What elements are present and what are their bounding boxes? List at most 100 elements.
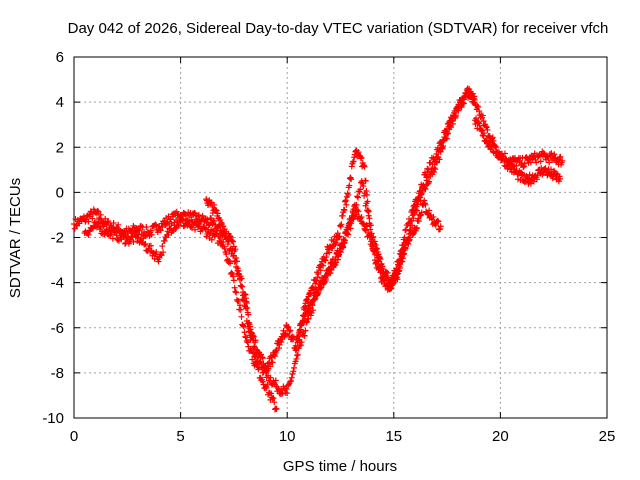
data-point-c bbox=[432, 166, 439, 173]
data-point-d bbox=[297, 329, 304, 336]
data-point-b bbox=[243, 334, 250, 341]
data-point-d bbox=[293, 345, 300, 352]
data-point-c bbox=[342, 197, 349, 204]
data-point-b bbox=[240, 322, 247, 329]
data-point-c bbox=[357, 155, 364, 162]
data-point-main bbox=[357, 186, 364, 193]
y-tick-label: -6 bbox=[51, 320, 64, 337]
data-point-d bbox=[347, 225, 354, 232]
data-point-e bbox=[480, 130, 487, 137]
data-point-c bbox=[332, 239, 339, 246]
data-point-main bbox=[204, 216, 211, 223]
data-point-d bbox=[322, 277, 329, 284]
data-point-main bbox=[475, 103, 482, 110]
data-point-d bbox=[317, 285, 324, 292]
data-point-main bbox=[168, 220, 175, 227]
data-point-b bbox=[142, 240, 149, 247]
data-point-b bbox=[217, 235, 224, 242]
data-point-c bbox=[301, 303, 308, 310]
x-axis-label: GPS time / hours bbox=[283, 458, 397, 475]
data-point-e bbox=[483, 137, 490, 144]
data-point-d bbox=[405, 240, 412, 247]
data-point-c bbox=[217, 216, 224, 223]
data-point-b bbox=[240, 323, 247, 330]
data-point-c bbox=[332, 241, 339, 248]
data-point-b bbox=[85, 231, 92, 238]
data-point-e bbox=[475, 119, 482, 126]
data-point-b bbox=[176, 222, 183, 229]
data-point-d bbox=[363, 223, 370, 230]
x-tick-label: 20 bbox=[492, 428, 509, 445]
data-point-main bbox=[159, 224, 166, 231]
data-point-b bbox=[271, 399, 278, 406]
data-point-c bbox=[203, 196, 210, 203]
data-point-b bbox=[140, 235, 147, 242]
x-tick-label: 0 bbox=[70, 428, 78, 445]
data-point-d bbox=[390, 277, 397, 284]
data-point-main bbox=[551, 151, 558, 158]
data-point-d bbox=[362, 226, 369, 233]
data-point-b bbox=[189, 224, 196, 231]
data-point-d bbox=[378, 265, 385, 272]
data-point-c bbox=[278, 339, 285, 346]
data-point-main bbox=[157, 227, 164, 234]
data-point-c bbox=[334, 230, 341, 237]
data-point-d bbox=[421, 197, 428, 204]
data-point-c bbox=[320, 262, 327, 269]
data-point-d bbox=[355, 208, 362, 215]
data-point-b bbox=[230, 273, 237, 280]
data-point-e bbox=[523, 172, 530, 179]
data-point-c bbox=[267, 363, 274, 370]
data-point-d bbox=[342, 237, 349, 244]
data-point-b bbox=[244, 339, 251, 346]
data-point-b bbox=[242, 333, 249, 340]
data-point-c bbox=[443, 135, 450, 142]
data-point-c bbox=[459, 100, 466, 107]
data-point-c bbox=[234, 265, 241, 272]
data-point-c bbox=[438, 144, 445, 151]
data-point-c bbox=[363, 191, 370, 198]
data-point-b bbox=[236, 302, 243, 309]
data-point-d bbox=[393, 267, 400, 274]
data-point-d bbox=[295, 333, 302, 340]
data-point-main bbox=[115, 221, 122, 228]
data-point-main bbox=[205, 222, 212, 229]
data-point-d bbox=[335, 252, 342, 259]
data-point-main bbox=[102, 215, 109, 222]
data-point-c bbox=[431, 164, 438, 171]
data-point-b bbox=[95, 219, 102, 226]
data-point-d bbox=[402, 245, 409, 252]
data-point-main bbox=[557, 153, 564, 160]
data-point-d bbox=[382, 269, 389, 276]
y-tick-label: 4 bbox=[56, 94, 64, 111]
data-point-main bbox=[480, 118, 487, 125]
data-point-d bbox=[301, 315, 308, 322]
data-point-c bbox=[346, 175, 353, 182]
data-point-c bbox=[337, 222, 344, 229]
data-point-b bbox=[235, 297, 242, 304]
data-point-d bbox=[332, 261, 339, 268]
data-point-c bbox=[233, 254, 240, 261]
data-point-e bbox=[526, 171, 533, 178]
data-point-d bbox=[430, 213, 437, 220]
data-point-c bbox=[421, 185, 428, 192]
data-point-d bbox=[346, 219, 353, 226]
data-point-main bbox=[366, 215, 373, 222]
data-point-c bbox=[348, 163, 355, 170]
data-point-b bbox=[227, 260, 234, 267]
data-point-d bbox=[334, 256, 341, 263]
data-point-c bbox=[448, 124, 455, 131]
data-point-c bbox=[338, 221, 345, 228]
data-point-c bbox=[339, 212, 346, 219]
data-point-main bbox=[267, 374, 274, 381]
x-tick-label: 5 bbox=[176, 428, 184, 445]
data-point-b bbox=[208, 236, 215, 243]
data-point-b bbox=[268, 390, 275, 397]
data-point-c bbox=[436, 156, 443, 163]
data-point-d bbox=[368, 234, 375, 241]
data-point-main bbox=[188, 214, 195, 221]
data-point-e bbox=[473, 115, 480, 122]
data-point-c bbox=[239, 283, 246, 290]
data-point-d bbox=[345, 231, 352, 238]
